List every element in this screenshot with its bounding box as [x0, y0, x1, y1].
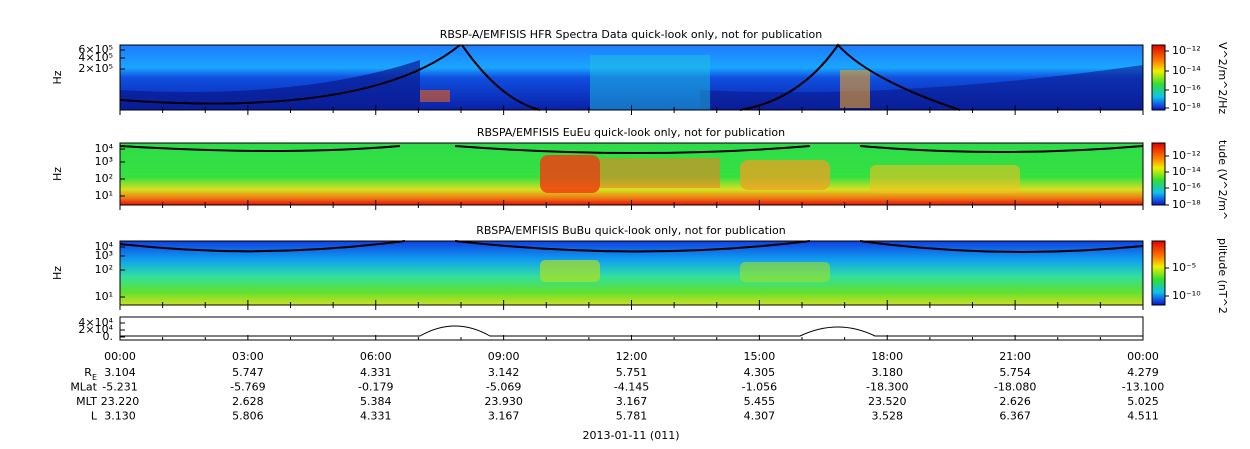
colorbar-tick-label: 10⁻¹⁴: [1172, 64, 1201, 77]
time-label: 12:00: [616, 350, 648, 363]
colorbar-tick-label: 10⁻¹²: [1172, 149, 1201, 162]
time-label: 00:00: [104, 350, 136, 363]
time-label: 15:00: [744, 350, 776, 363]
ephemeris-value: -18.300: [866, 381, 908, 394]
ephemeris-value: -5.769: [230, 381, 265, 394]
colorbar-tick-label: 10⁻¹⁰: [1172, 289, 1201, 302]
y-tick-label: 0.: [103, 330, 114, 343]
y-axis-label: Hz: [51, 167, 64, 181]
ephemeris-label-sub: E: [92, 373, 97, 382]
ephemeris-value: 2.626: [999, 395, 1031, 408]
colorbar-tick-label: 10⁻¹⁶: [1172, 83, 1201, 96]
y-tick-label: 10¹: [95, 189, 113, 202]
ephemeris-label-text: L: [91, 410, 98, 423]
panel-title: RBSPA/EMFISIS EuEu quick-look only, not …: [477, 126, 785, 139]
y-tick-label: 4×10⁴: [78, 316, 113, 329]
ephemeris-label-text: MLat: [70, 381, 97, 394]
ephemeris-value: 5.384: [360, 395, 392, 408]
ephemeris-value: 5.781: [616, 410, 648, 423]
ephemeris-value: 5.455: [744, 395, 776, 408]
y-tick-label: 10²: [95, 172, 113, 185]
y-tick-label: 10³: [95, 155, 113, 168]
ephemeris-value: 5.025: [1127, 395, 1159, 408]
colorbar-tick-label: 10⁻¹²: [1172, 44, 1201, 57]
ephemeris-value: 5.754: [999, 366, 1031, 379]
time-label: 09:00: [488, 350, 520, 363]
ephemeris-value: 4.305: [744, 366, 776, 379]
ephemeris-value: 4.331: [360, 366, 392, 379]
ephemeris-label: MLT: [76, 395, 97, 408]
time-label: 03:00: [232, 350, 264, 363]
ephemeris-value: 2.628: [232, 395, 264, 408]
time-label: 00:00: [1127, 350, 1159, 363]
y-tick-label: 2×10⁴: [78, 323, 113, 336]
ephemeris-value: 23.520: [868, 395, 907, 408]
ephemeris-value: 5.751: [616, 366, 648, 379]
panel-title: RBSPA/EMFISIS BuBu quick-look only, not …: [476, 224, 786, 237]
ephemeris-value: 3.528: [872, 410, 904, 423]
colorbar-tick-label: 10⁻¹⁶: [1172, 181, 1201, 194]
ephemeris-value: -4.145: [614, 381, 649, 394]
time-label: 06:00: [360, 350, 392, 363]
spectrogram-art: [119, 43, 1144, 337]
ephemeris-label: MLat: [70, 381, 97, 394]
y-axis-label: Hz: [51, 70, 64, 84]
ephemeris-value: 6.367: [999, 410, 1031, 423]
colorbar-label: V^2/m^2/Hz: [1216, 42, 1229, 114]
ephemeris-label-text: R: [84, 366, 92, 379]
ephemeris-value: 5.747: [232, 366, 264, 379]
ephemeris-value: 4.279: [1127, 366, 1159, 379]
date-label: 2013-01-11 (011): [582, 429, 679, 442]
ephemeris-value: -18.080: [994, 381, 1036, 394]
time-label: 18:00: [871, 350, 903, 363]
ephemeris-value: -5.231: [102, 381, 137, 394]
ephemeris-value: 3.167: [488, 410, 520, 423]
ephemeris-value: -1.056: [742, 381, 777, 394]
colorbar: [1151, 142, 1166, 206]
ephemeris-value: 3.142: [488, 366, 520, 379]
ephemeris-value: 3.104: [104, 366, 136, 379]
ephemeris-value: 3.167: [616, 395, 648, 408]
colorbar-tick-label: 10⁻¹⁴: [1172, 165, 1201, 178]
colorbar-tick-label: 10⁻¹⁸: [1172, 198, 1201, 211]
ephemeris-value: 5.806: [232, 410, 264, 423]
ephemeris-value: 4.511: [1127, 410, 1159, 423]
ephemeris-label-text: MLT: [76, 395, 97, 408]
ephemeris-value: 4.307: [744, 410, 776, 423]
colorbar-tick-label: 10⁻⁵: [1172, 261, 1196, 274]
colorbar: [1151, 240, 1166, 306]
y-tick-label: 10¹: [95, 290, 113, 303]
ephemeris-label: RE: [84, 366, 97, 382]
colorbar-label: plitude (nT^2: [1216, 238, 1229, 314]
panel-title: RBSP-A/EMFISIS HFR Spectra Data quick-lo…: [440, 28, 823, 41]
y-tick-label: 10⁴: [95, 240, 114, 253]
ephemeris-value: 4.331: [360, 410, 392, 423]
ephemeris-value: -0.179: [358, 381, 393, 394]
colorbar: [1151, 44, 1166, 111]
ephemeris-label: L: [91, 410, 98, 423]
y-tick-label: 6×10⁵: [78, 43, 113, 56]
ephemeris-value: -5.069: [486, 381, 521, 394]
colorbar-tick-label: 10⁻¹⁸: [1172, 101, 1201, 114]
ephemeris-value: 23.930: [484, 395, 523, 408]
y-tick-label: 4×10⁵: [78, 51, 113, 64]
ephemeris-value: -13.100: [1122, 381, 1164, 394]
colorbar-label: tude (V^2/m^: [1216, 140, 1229, 220]
y-tick-label: 10³: [95, 249, 113, 262]
time-label: 21:00: [999, 350, 1031, 363]
ephemeris-value: 23.220: [101, 395, 140, 408]
y-axis-label: Hz: [51, 266, 64, 280]
y-tick-label: 2×10⁵: [78, 62, 113, 75]
ephemeris-value: 3.130: [104, 410, 136, 423]
ephemeris-value: 3.180: [872, 366, 904, 379]
y-tick-label: 10⁴: [95, 142, 114, 155]
y-tick-label: 10²: [95, 263, 113, 276]
